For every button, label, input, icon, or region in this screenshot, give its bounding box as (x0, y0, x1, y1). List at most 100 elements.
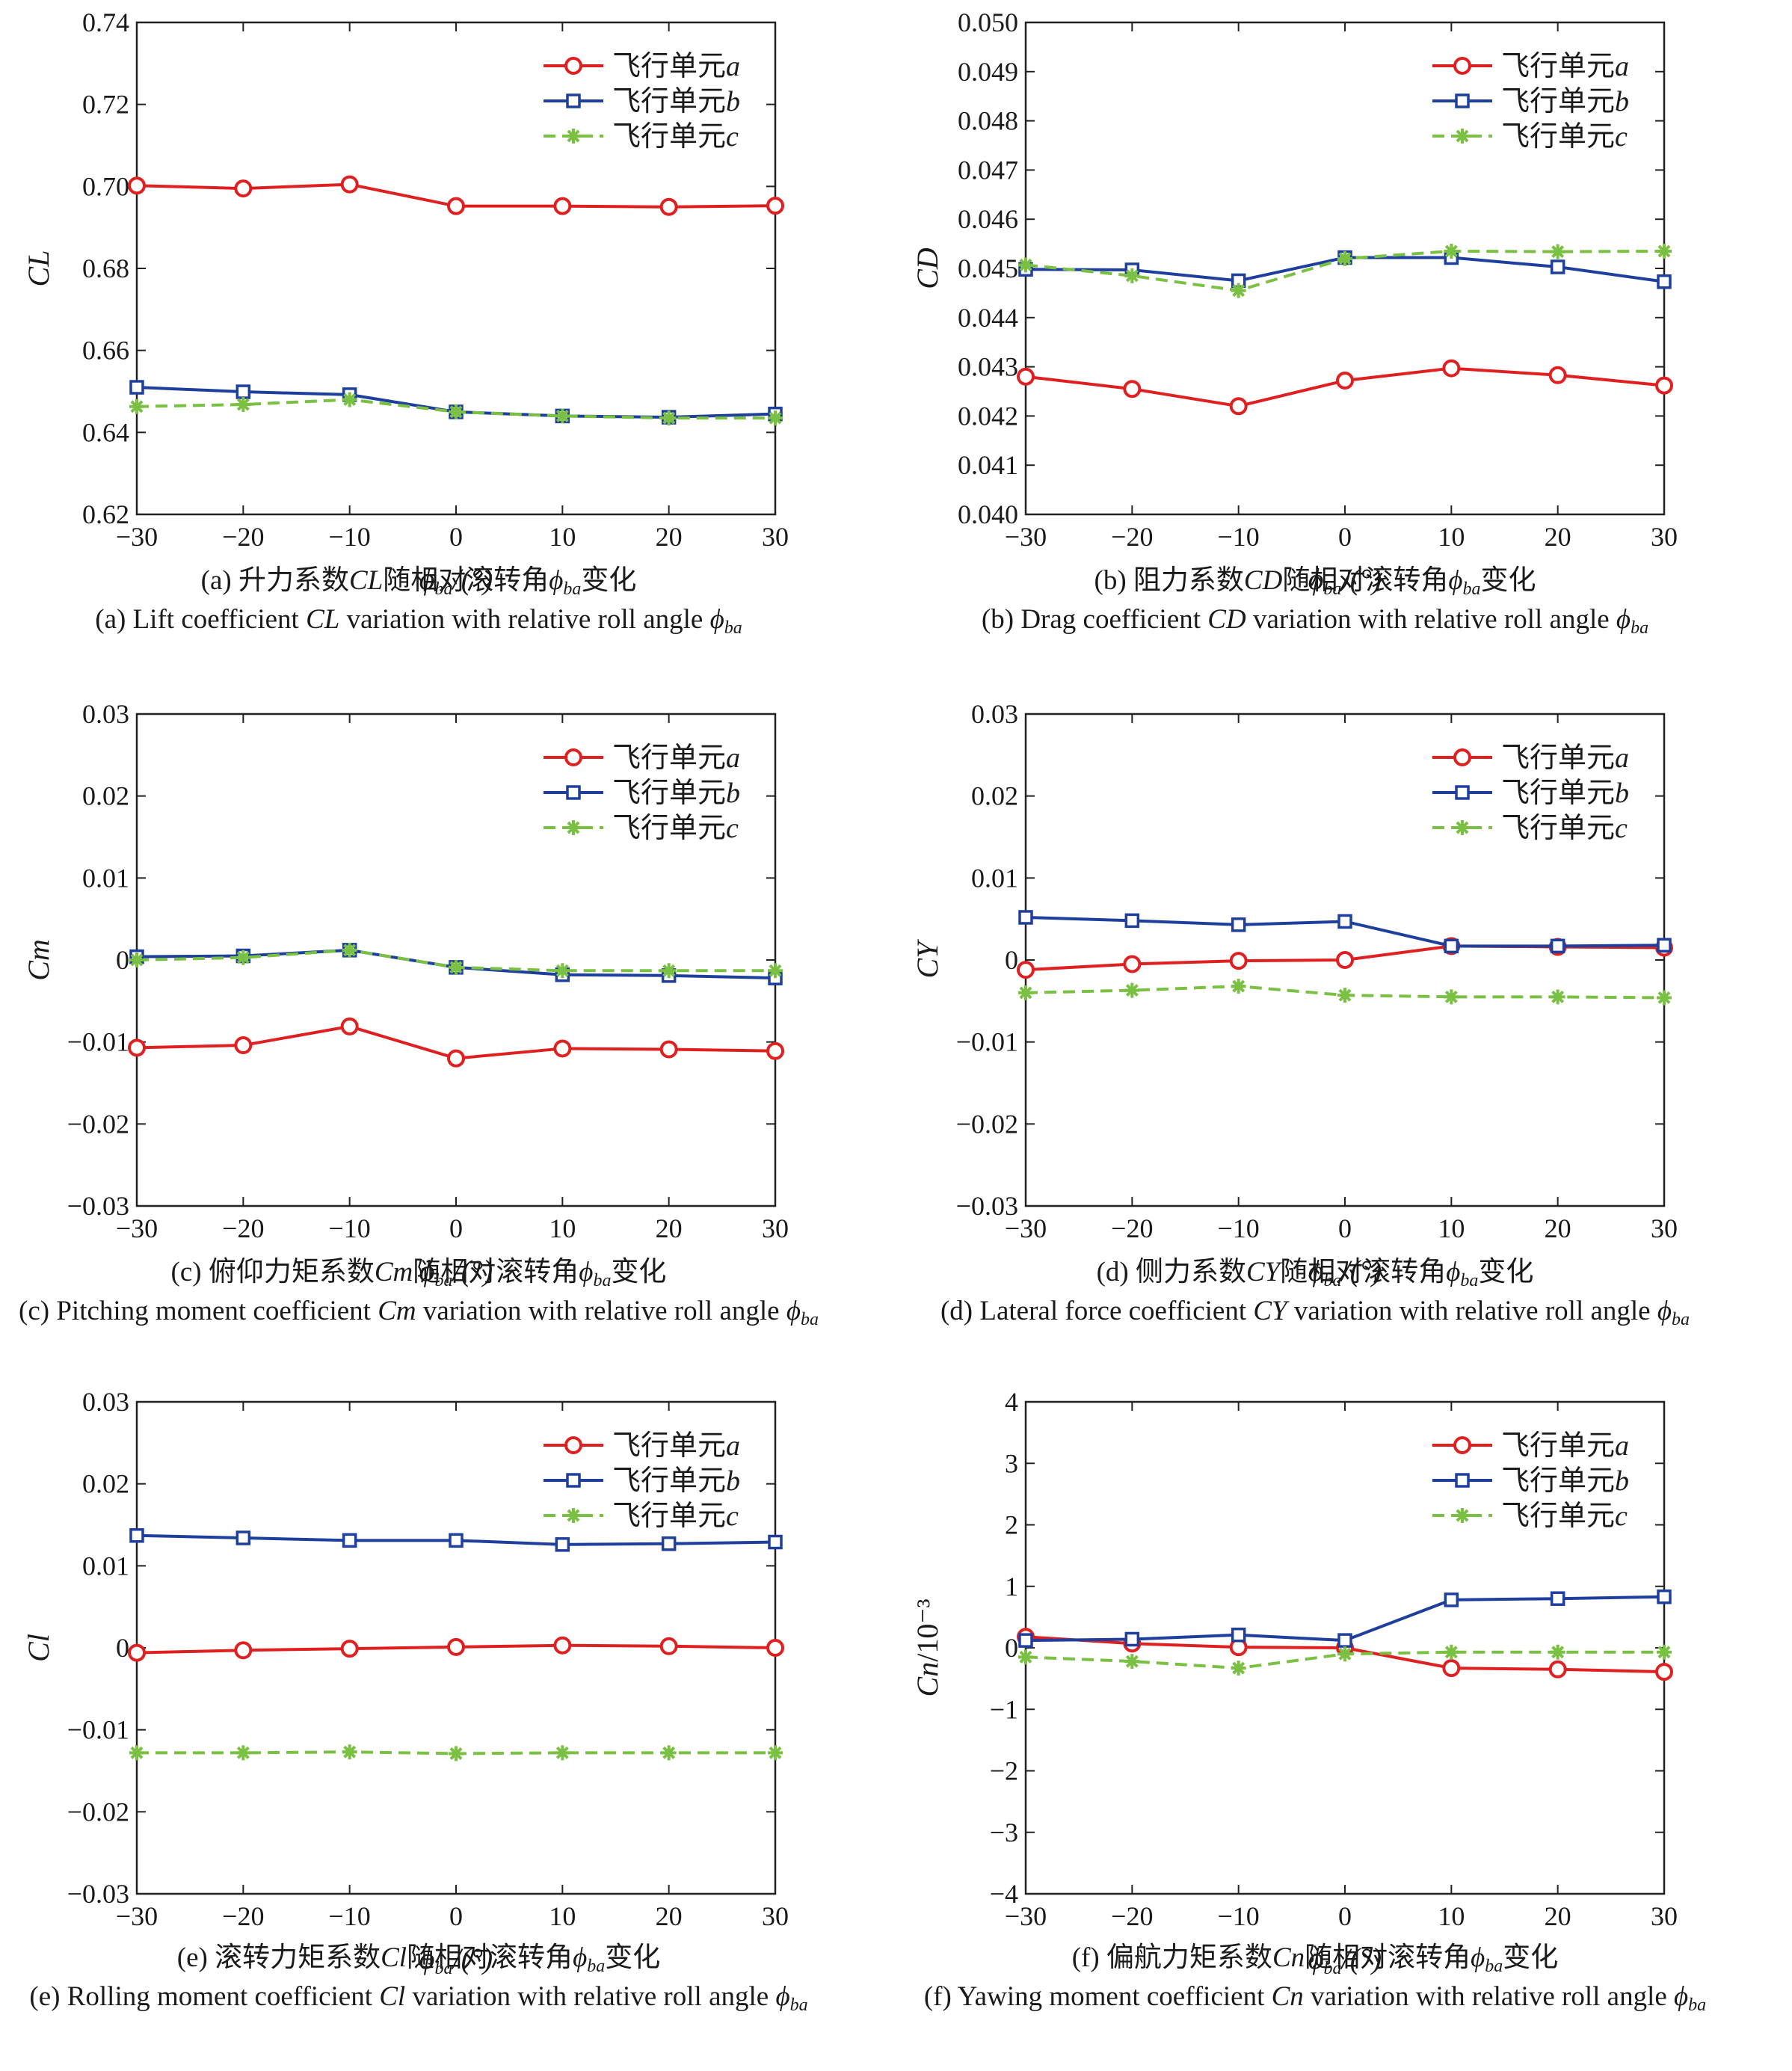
y-tick-label: −0.03 (956, 1191, 1018, 1221)
series-2 (1018, 1644, 1672, 1676)
x-axis-title: ϕba/(°) (1308, 1942, 1382, 1978)
data-point (768, 1534, 783, 1550)
y-tick-label: 4 (1005, 1387, 1018, 1417)
y-tick-label: −0.02 (67, 1797, 129, 1827)
y-tick-label: −1 (990, 1694, 1018, 1724)
data-point (1337, 250, 1352, 266)
x-tick-label: 0 (1338, 522, 1352, 552)
y-tick-label: 0.043 (958, 352, 1018, 382)
legend-label: 飞行单元a (612, 1430, 740, 1462)
y-tick-label: −4 (990, 1879, 1018, 1909)
x-axis-title: ϕba/(°) (419, 562, 493, 599)
data-point (1124, 1631, 1140, 1647)
data-point (766, 1041, 784, 1060)
y-axis-title: Cl (22, 1634, 55, 1662)
data-point (1231, 979, 1246, 994)
data-point (342, 1533, 357, 1548)
y-tick-label: 0 (1005, 945, 1018, 975)
legend: 飞行单元a 飞行单元b 飞行单元c (1432, 51, 1629, 153)
data-point (1444, 989, 1459, 1005)
data-point (768, 1745, 783, 1761)
x-tick-label: 0 (449, 1901, 463, 1931)
data-point (1123, 380, 1142, 398)
y-tick-label: 0 (1005, 1633, 1018, 1663)
data-point (1231, 283, 1246, 298)
y-tick-label: 0.01 (971, 863, 1018, 893)
caption-en: (c) Pitching moment coefficient Cm varia… (19, 1296, 819, 1329)
data-point (447, 197, 465, 215)
y-axis-title: Cm (22, 939, 55, 981)
legend-label: 飞行单元a (612, 742, 740, 774)
data-point (766, 1639, 784, 1657)
x-tick-label: 10 (1438, 522, 1465, 552)
legend-label: 飞行单元c (1501, 121, 1628, 153)
x-tick-label: −20 (1111, 1901, 1153, 1931)
legend-marker (564, 57, 582, 75)
legend-marker (1453, 57, 1471, 75)
data-point (129, 1745, 144, 1761)
legend-marker (1455, 1508, 1470, 1523)
caption-cn: (b) 阻力系数CD随相对滚转角ϕba变化 (1094, 564, 1536, 599)
x-tick-label: 10 (549, 522, 576, 552)
x-tick-label: −30 (1005, 1213, 1047, 1243)
legend-marker (1455, 1473, 1470, 1488)
x-tick-label: 10 (549, 1213, 576, 1243)
y-tick-label: −3 (990, 1818, 1018, 1847)
data-point (1442, 1659, 1461, 1678)
data-point (555, 963, 570, 979)
x-tick-label: 30 (762, 1213, 789, 1243)
x-tick-label: 20 (1545, 1901, 1571, 1931)
data-point (766, 197, 784, 215)
y-tick-label: 0.044 (958, 303, 1018, 333)
x-tick-label: −20 (222, 522, 264, 552)
data-point (1444, 938, 1459, 954)
y-tick-label: −0.02 (956, 1109, 1018, 1139)
data-point (1018, 910, 1033, 925)
y-tick-label: 0.70 (82, 171, 129, 201)
data-point (1231, 917, 1246, 932)
data-point (128, 1643, 146, 1662)
y-tick-label: 0.03 (82, 699, 129, 729)
series-0 (128, 1636, 784, 1662)
data-point (1657, 938, 1672, 953)
data-point (234, 1036, 253, 1055)
data-point (1018, 985, 1033, 1000)
data-point (128, 1038, 146, 1057)
legend-label: 飞行单元a (1501, 742, 1629, 774)
x-tick-label: 20 (656, 1213, 683, 1243)
y-tick-label: −2 (990, 1756, 1018, 1786)
series-2 (1018, 979, 1672, 1006)
data-point (1655, 376, 1673, 395)
data-point (1336, 372, 1354, 390)
data-point (553, 1039, 572, 1058)
data-point (555, 408, 570, 424)
x-tick-label: 10 (1438, 1213, 1465, 1243)
data-point (1550, 259, 1565, 274)
data-point (1444, 1593, 1459, 1607)
data-point (1231, 1627, 1246, 1643)
y-tick-label: 0.050 (958, 7, 1018, 37)
series-1 (1018, 1589, 1672, 1648)
y-axis-title: CL (22, 250, 55, 287)
y-tick-label: 0.02 (82, 1469, 129, 1499)
legend-marker (564, 748, 582, 766)
y-tick-label: 0.047 (958, 155, 1018, 185)
data-point (235, 1745, 251, 1761)
y-tick-label: −0.02 (67, 1109, 129, 1139)
series-2 (129, 392, 783, 426)
data-point (768, 963, 783, 979)
y-axis-title-group: CY (911, 939, 944, 979)
data-point (342, 392, 357, 407)
caption-cn: (a) 升力系数CL随相对滚转角ϕba变化 (201, 564, 637, 599)
legend-label: 飞行单元a (1501, 1430, 1629, 1462)
legend-label: 飞行单元b (1501, 1465, 1629, 1497)
x-tick-label: 0 (449, 522, 463, 552)
y-tick-label: 0.042 (958, 401, 1018, 431)
data-point (340, 1017, 359, 1036)
y-tick-label: 0.046 (958, 204, 1018, 234)
data-point (1017, 961, 1035, 979)
caption-cn: (e) 滚转力矩系数Cl随相对滚转角ϕba变化 (177, 1942, 660, 1976)
x-axis-title: ϕba/(°) (419, 1254, 493, 1290)
x-tick-label: 20 (1545, 1213, 1571, 1243)
